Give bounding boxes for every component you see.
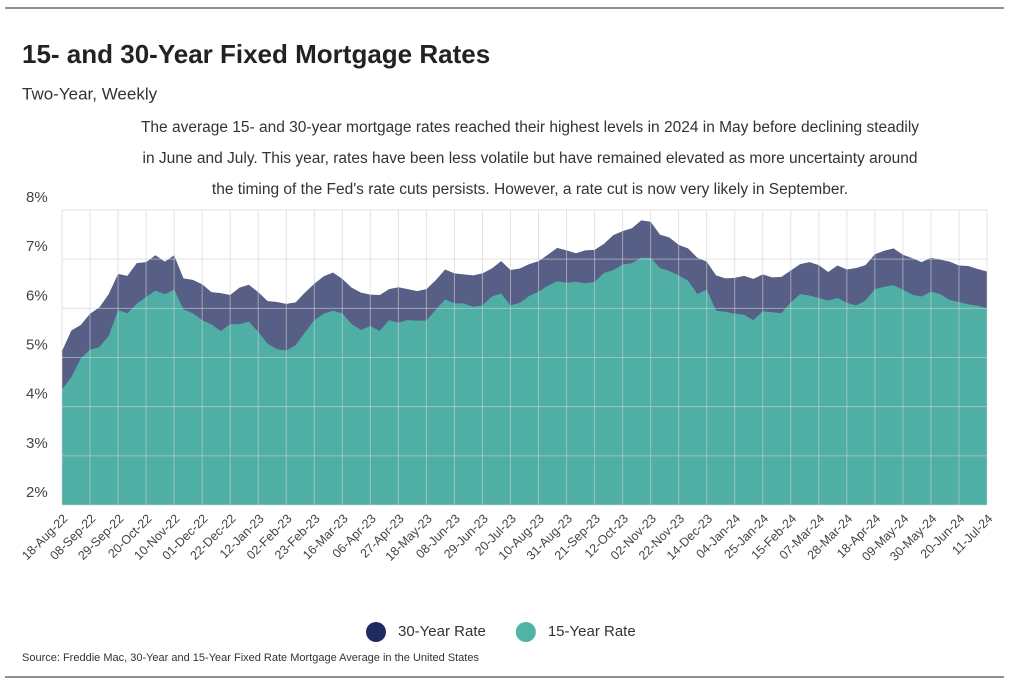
legend-label: 15-Year Rate [548, 623, 636, 640]
y-tick-label: 5% [26, 336, 48, 353]
legend-label: 30-Year Rate [398, 623, 486, 640]
y-tick-label: 8% [26, 189, 48, 206]
chart-title: 15- and 30-Year Fixed Mortgage Rates [22, 39, 490, 69]
y-tick-label: 6% [26, 287, 48, 304]
y-tick-label: 4% [26, 386, 48, 403]
legend-swatch [366, 622, 386, 642]
note-line: in June and July. This year, rates have … [143, 150, 918, 167]
source: Source: Freddie Mac, 30-Year and 15-Year… [22, 652, 479, 664]
note-line: the timing of the Fed's rate cuts persis… [212, 181, 848, 198]
y-tick-label: 2% [26, 484, 48, 501]
y-tick-label: 7% [26, 238, 48, 255]
y-tick-label: 3% [26, 435, 48, 452]
chart-subtitle: Two-Year, Weekly [22, 84, 158, 103]
legend-swatch [515, 622, 536, 642]
area [62, 257, 987, 505]
note-line: The average 15- and 30-year mortgage rat… [141, 119, 919, 136]
